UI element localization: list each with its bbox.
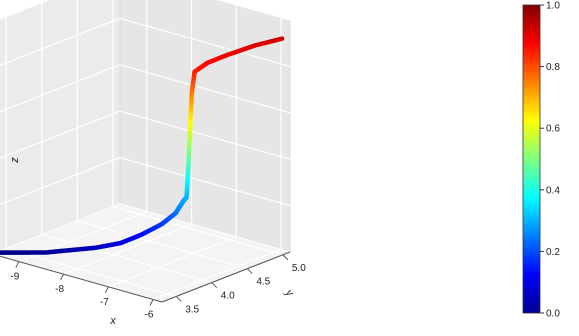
- grid-line-y: [112, 206, 284, 256]
- x-tick-label: -6: [145, 309, 154, 320]
- colorbar-tick-label: 0.8: [546, 62, 560, 73]
- x-tick-mark: [15, 261, 20, 268]
- colorbar-tick-label: 1.0: [546, 1, 560, 12]
- grid-line-z: [0, 157, 121, 206]
- grid-line-z: [119, 110, 291, 160]
- x-tick-label: -8: [55, 284, 64, 295]
- x-tick-mark: [60, 273, 65, 281]
- axis-panes: [0, 0, 292, 303]
- grid-line-z: [119, 17, 291, 67]
- colorbar-tick-label: 0.0: [546, 309, 560, 320]
- grid-line-z: [0, 203, 121, 252]
- colorbar-tick-label: 0.2: [546, 247, 560, 258]
- grid-line-z: [119, 157, 291, 207]
- grid-line-x: [152, 248, 282, 301]
- data-points: [0, 36, 285, 255]
- colorbar-tick-label: 0.6: [546, 124, 560, 135]
- y-axis-line: [161, 251, 291, 303]
- x-axis-line: [0, 255, 163, 303]
- grid-line-z: [0, 110, 121, 159]
- colorbar-gradient: [522, 4, 541, 314]
- x-tick-label: -7: [100, 297, 109, 308]
- data-point: [279, 36, 285, 41]
- grid-line-z: [119, 203, 291, 253]
- z-axis-label: z: [9, 157, 21, 164]
- x-tick-mark: [149, 299, 154, 306]
- y-axis-label: y: [282, 286, 296, 300]
- x-tick-mark: [104, 286, 109, 294]
- y-tick-label: 3.5: [185, 304, 199, 315]
- x-axis-label: x: [109, 315, 116, 327]
- x-tick-labels: -9 -8 -7 -6: [10, 261, 154, 320]
- grid-line-x: [63, 223, 192, 275]
- grid-line-z: [0, 17, 121, 66]
- x-tick-label: -9: [10, 272, 19, 283]
- y-tick-label: 5.0: [292, 263, 306, 274]
- grid-line-y: [41, 233, 212, 284]
- y-tick-label: 4.5: [256, 277, 270, 288]
- axis-lines: [0, 251, 291, 303]
- grid-line-y: [6, 247, 177, 298]
- y-tick-mark: [246, 268, 253, 275]
- y-tick-mark: [282, 254, 289, 261]
- y-tick-labels: 3.5 4.0 4.5 5.0: [175, 254, 306, 315]
- colorbar-tick-label: 0.4: [546, 185, 560, 196]
- colorbar-ticks: 0.0 0.2 0.4 0.6 0.8 1.0: [540, 1, 560, 320]
- grid-line-z: [0, 0, 50, 20]
- grid-line-y: [77, 220, 248, 270]
- y-tick-mark: [211, 282, 218, 288]
- grid-line-z: [119, 64, 291, 114]
- grid-line-z: [0, 64, 121, 113]
- colorbar: 0.0 0.2 0.4 0.6 0.8 1.0: [522, 1, 560, 320]
- grid-line-z: [216, 0, 291, 21]
- y-tick-label: 4.0: [221, 291, 235, 302]
- grid-line-x: [108, 236, 237, 288]
- y-tick-mark: [175, 296, 182, 302]
